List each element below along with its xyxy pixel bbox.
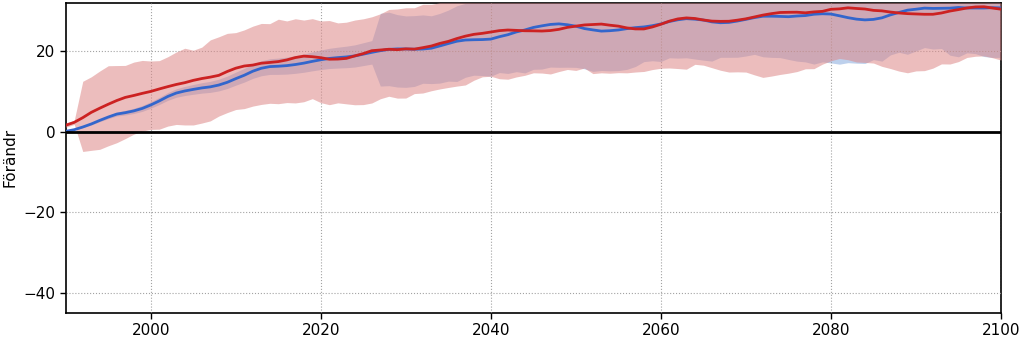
Y-axis label: Förändr: Förändr	[3, 128, 17, 187]
